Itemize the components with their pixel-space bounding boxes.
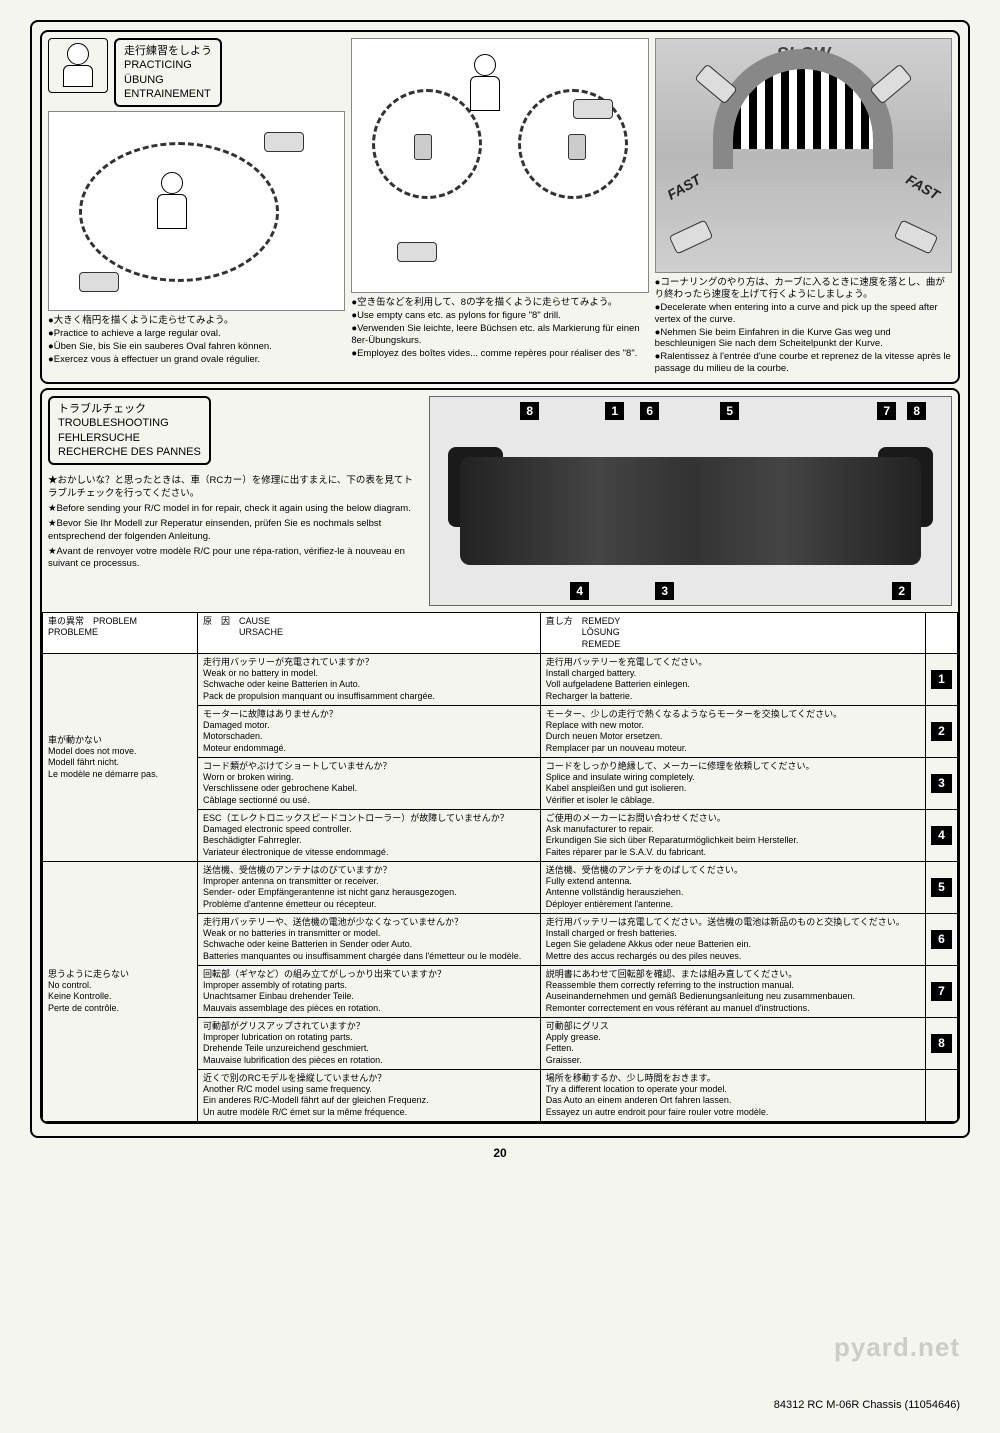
cause-cell: 近くで別のRCモデルを操縦していませんか？ Another R/C model … bbox=[198, 1069, 541, 1121]
figure8-illustration bbox=[351, 38, 648, 293]
practicing-section: 走行練習をしよう PRACTICING ÜBUNG ENTRAINEMENT ●… bbox=[40, 30, 960, 384]
callout-2: 2 bbox=[892, 582, 911, 600]
number-badge: 2 bbox=[931, 722, 952, 741]
chassis-diagram: 8 1 6 5 7 8 4 3 2 bbox=[429, 396, 952, 606]
callout-6: 6 bbox=[640, 402, 659, 420]
title-de: ÜBUNG bbox=[124, 73, 212, 87]
remedy-cell: 可動部にグリス Apply grease. Fetten. Graisser. bbox=[540, 1017, 925, 1069]
number-cell: 1 bbox=[926, 653, 958, 705]
remedy-cell: ご使用のメーカーにお問い合わせください。 Ask manufacturer to… bbox=[540, 809, 925, 861]
cause-cell: 回転部（ギヤなど）の組み立てがしっかり出来ていますか？ Improper ass… bbox=[198, 965, 541, 1017]
number-badge: 3 bbox=[931, 774, 952, 793]
panel2-caption: ●空き缶などを利用して、8の字を描くように走らせてみよう。 ●Use empty… bbox=[351, 297, 648, 359]
title-jp: 走行練習をしよう bbox=[124, 44, 212, 58]
number-badge: 4 bbox=[931, 826, 952, 845]
header-problem: 車の異常 PROBLEM PROBLEME bbox=[43, 613, 198, 654]
fast-label-right: FAST bbox=[904, 171, 943, 203]
practice-panel-3: SLOW FAST FAST ●コーナリングのやり方は、カーブに入るときに速度を… bbox=[655, 38, 952, 376]
troubleshoot-table: 車の異常 PROBLEM PROBLEME 原 因 CAUSE URSACHE … bbox=[42, 612, 958, 1122]
callout-5: 5 bbox=[720, 402, 739, 420]
troubleshoot-title-box: トラブルチェック TROUBLESHOOTING FEHLERSUCHE REC… bbox=[48, 396, 211, 465]
number-badge: 8 bbox=[931, 1034, 952, 1053]
problem-cell: 思うように走らない No control. Keine Kontrolle. P… bbox=[43, 861, 198, 1121]
page-frame: 走行練習をしよう PRACTICING ÜBUNG ENTRAINEMENT ●… bbox=[30, 20, 970, 1138]
page-number: 20 bbox=[30, 1146, 970, 1160]
remedy-cell: モーター、少しの走行で熱くなるようならモーターを交換してください。 Replac… bbox=[540, 705, 925, 757]
callout-1: 1 bbox=[605, 402, 624, 420]
callout-8b: 8 bbox=[907, 402, 926, 420]
number-cell: 8 bbox=[926, 1017, 958, 1069]
panel1-caption: ●大きく楕円を描くように走らせてみよう。 ●Practice to achiev… bbox=[48, 315, 345, 366]
cause-cell: 走行用バッテリーや、送信機の電池が少なくなっていませんか？ Weak or no… bbox=[198, 913, 541, 965]
number-cell: 4 bbox=[926, 809, 958, 861]
curve-illustration: SLOW FAST FAST bbox=[655, 38, 952, 273]
callout-4: 4 bbox=[570, 582, 589, 600]
remedy-cell: コードをしっかり絶縁して、メーカーに修理を依頼してください。 Splice an… bbox=[540, 757, 925, 809]
callout-8: 8 bbox=[520, 402, 539, 420]
number-badge: 7 bbox=[931, 982, 952, 1001]
cause-cell: コード類がやぶけてショートしていませんか？ Worn or broken wir… bbox=[198, 757, 541, 809]
footer-code: 84312 RC M-06R Chassis (11054646) bbox=[774, 1399, 960, 1411]
practice-panel-1: 走行練習をしよう PRACTICING ÜBUNG ENTRAINEMENT ●… bbox=[48, 38, 345, 376]
number-badge: 1 bbox=[931, 670, 952, 689]
remedy-cell: 場所を移動するか、少し時間をおきます。 Try a different loca… bbox=[540, 1069, 925, 1121]
cause-cell: モーターに故障はありませんか？ Damaged motor. Motorscha… bbox=[198, 705, 541, 757]
oval-illustration bbox=[48, 111, 345, 311]
number-cell: 7 bbox=[926, 965, 958, 1017]
number-cell: 3 bbox=[926, 757, 958, 809]
cause-cell: 送信機、受信機のアンテナはのびていますか？ Improper antenna o… bbox=[198, 861, 541, 913]
callout-7: 7 bbox=[877, 402, 896, 420]
table-row: 思うように走らない No control. Keine Kontrolle. P… bbox=[43, 861, 958, 913]
number-badge: 5 bbox=[931, 878, 952, 897]
panel3-caption: ●コーナリングのやり方は、カーブに入るときに速度を落とし、曲がり終わったら速度を… bbox=[655, 277, 952, 375]
callout-3: 3 bbox=[655, 582, 674, 600]
practice-panel-2: ●空き缶などを利用して、8の字を描くように走らせてみよう。 ●Use empty… bbox=[351, 38, 648, 376]
header-remedy: 直し方 REMEDY LÖSUNG REMEDE bbox=[540, 613, 925, 654]
cause-cell: 走行用バッテリーが充電されていますか？ Weak or no battery i… bbox=[198, 653, 541, 705]
troubleshoot-section: トラブルチェック TROUBLESHOOTING FEHLERSUCHE REC… bbox=[40, 388, 960, 1124]
number-cell: 2 bbox=[926, 705, 958, 757]
header-cause: 原 因 CAUSE URSACHE bbox=[198, 613, 541, 654]
cause-cell: ESC（エレクトロニックスピードコントローラー）が故障していませんか？ Dama… bbox=[198, 809, 541, 861]
practice-title-box: 走行練習をしよう PRACTICING ÜBUNG ENTRAINEMENT bbox=[114, 38, 222, 107]
watermark: pyard.net bbox=[834, 1332, 960, 1363]
remedy-cell: 走行用バッテリーを充電してください。 Install charged batte… bbox=[540, 653, 925, 705]
troubleshoot-intro: ★おかしいな？と思ったときは、車（RCカー）を修理に出すまえに、下の表を見てトラ… bbox=[48, 475, 421, 570]
table-row: 車が動かない Model does not move. Modell fährt… bbox=[43, 653, 958, 705]
number-cell: 5 bbox=[926, 861, 958, 913]
number-cell: 6 bbox=[926, 913, 958, 965]
remedy-cell: 説明書にあわせて回転部を確認、または組み直してください。 Reassemble … bbox=[540, 965, 925, 1017]
remedy-cell: 送信機、受信機のアンテナをのばしてください。 Fully extend ante… bbox=[540, 861, 925, 913]
number-cell bbox=[926, 1069, 958, 1121]
remedy-cell: 走行用バッテリーは充電してください。送信機の電池は新品のものと交換してください。… bbox=[540, 913, 925, 965]
number-badge: 6 bbox=[931, 930, 952, 949]
cause-cell: 可動部がグリスアップされていますか？ Improper lubrication … bbox=[198, 1017, 541, 1069]
problem-cell: 車が動かない Model does not move. Modell fährt… bbox=[43, 653, 198, 861]
header-num bbox=[926, 613, 958, 654]
title-en: PRACTICING bbox=[124, 58, 212, 72]
title-fr: ENTRAINEMENT bbox=[124, 87, 212, 101]
fast-label-left: FAST bbox=[664, 171, 703, 203]
